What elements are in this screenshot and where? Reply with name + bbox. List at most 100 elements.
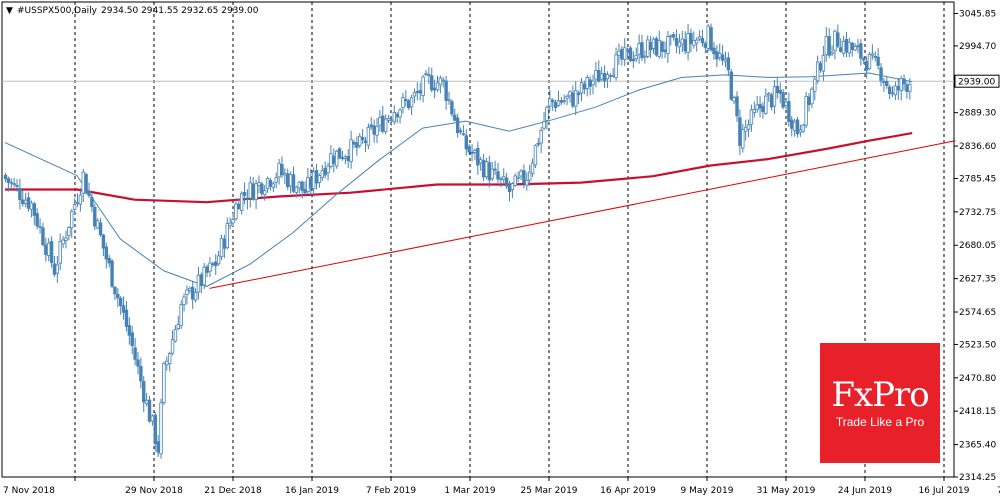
candle-body [150,415,155,422]
candle-body [602,73,607,82]
candle-body [26,197,31,209]
candle-body [513,175,517,186]
candle-body [496,171,500,180]
candle-body [792,121,797,131]
candle-body [392,112,396,123]
candle-body [196,274,201,293]
candle-body [87,190,91,196]
candle-body [119,297,123,307]
candle-body [199,274,204,286]
candle-body [32,203,36,216]
candle-body [306,177,310,192]
candle-body [576,92,581,96]
candle-body [634,54,638,60]
candle-body [294,186,299,193]
candle-body [355,142,359,148]
candle-body [896,86,900,91]
candle-body [58,241,62,264]
candle-body [6,178,11,183]
candle-body [398,109,402,118]
y-tick-label-1: 2994.70 [959,42,996,52]
price-tag-label: 2939.00 [958,78,995,88]
candle-body [455,117,460,133]
candle-body [571,92,575,107]
candle-body [882,81,886,83]
candle-body [833,30,837,51]
candle-body [551,99,555,103]
candle-body [732,97,736,102]
candle-body [369,124,373,128]
candle-body [41,227,45,245]
trendline-group [209,140,956,289]
candle-body [409,97,414,108]
candle-body [93,206,97,227]
candle-body [320,170,324,178]
header-arrow-icon[interactable]: ▼ [6,6,13,16]
logo-name: FxPro [831,375,929,415]
candle-body [412,92,417,97]
candle-body [893,85,898,96]
candle-body [3,174,8,180]
candle-body [666,36,670,55]
candle-body [283,173,287,176]
candle-body [202,266,206,286]
candle-body [657,40,661,57]
candle-body [769,94,774,108]
candle-body [810,88,814,105]
y-tick-label-3: 2889.30 [959,109,996,119]
candle-body [669,35,673,38]
candle-body [836,32,840,47]
candle-body [406,100,411,109]
candle-body [778,89,782,94]
candle-body [317,175,322,183]
candle-body [291,174,296,192]
candle-body [248,182,252,199]
candle-body [245,197,250,200]
candle-body [527,171,532,181]
y-tick-label-6: 2732.75 [959,208,996,218]
candle-body [372,125,376,135]
candle-body [219,237,224,258]
candle-body [214,261,218,267]
candle-body [818,63,823,71]
candle-body [185,289,189,296]
candle-body [542,121,546,129]
candle-body [193,292,198,301]
candle-body [862,58,866,61]
candle-body [389,119,394,122]
candle-body [536,142,540,145]
candle-body [867,53,872,70]
candle-body [113,286,117,295]
candle-body [738,117,742,146]
y-tick-label-9: 2574.65 [959,308,996,318]
fxpro-logo: FxPro Trade Like a Pro [820,343,940,463]
candle-body [787,101,791,122]
candle-body [493,168,497,171]
candle-body [752,109,756,113]
candle-body [723,58,728,62]
candle-body [139,366,143,382]
candle-body [23,199,28,204]
candle-body [646,39,650,57]
candle-body [147,399,152,422]
candle-body [692,40,696,46]
candle-body [84,174,88,194]
candle-body [142,381,146,403]
candle-body [821,55,826,72]
x-tick-label-8: 9 May 2019 [681,486,734,496]
candle-body [9,181,13,184]
x-tick-label-10: 24 Jun 2019 [838,486,892,496]
candle-body [326,165,330,174]
candle-body [697,36,702,40]
candle-body [234,203,238,220]
candle-body [70,210,74,229]
candle-body [556,100,561,106]
candle-body [637,43,641,55]
candle-body [332,155,336,164]
candle-body [605,74,610,80]
candle-body [162,363,166,403]
candle-body [617,50,621,56]
candle-body [444,80,448,101]
candle-body [173,329,178,342]
